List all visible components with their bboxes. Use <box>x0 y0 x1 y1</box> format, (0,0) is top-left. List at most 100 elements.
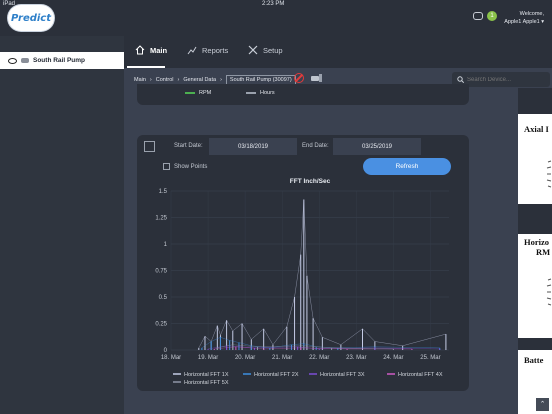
search-icon <box>457 76 464 83</box>
tab-setup[interactable]: Setup <box>248 45 283 55</box>
search-input[interactable] <box>467 76 547 83</box>
x-tick-label: 21. Mar <box>272 355 292 361</box>
predict-logo[interactable]: Predict <box>8 5 54 31</box>
legend-label: Horizontal FFT 1X <box>184 372 229 378</box>
tab-main-label: Main <box>150 45 168 55</box>
no-entry-icon[interactable] <box>294 73 304 83</box>
show-points-checkbox[interactable] <box>163 163 170 170</box>
series-horizontal-fft-1x <box>198 199 447 350</box>
notification-badge[interactable]: 1 <box>487 11 497 21</box>
x-tick-label: 18. Mar <box>161 355 181 361</box>
home-icon <box>135 45 145 55</box>
end-date-input[interactable]: 03/25/2019 <box>333 138 421 155</box>
scroll-to-top-button[interactable]: ⌃ <box>536 398 549 411</box>
rpm-hours-card: RPM Hours <box>137 84 469 105</box>
x-tick-label: 22. Mar <box>309 355 329 361</box>
x-tick-label: 23. Mar <box>346 355 366 361</box>
legend-label: Horizontal FFT 5X <box>184 380 229 386</box>
fft-chart-card: Start Date: 03/18/2019 End Date: 03/25/2… <box>137 135 469 391</box>
legend-rpm[interactable]: RPM <box>185 90 211 96</box>
eye-icon[interactable] <box>8 57 17 64</box>
series-horizontal-fft-3x <box>207 345 441 350</box>
legend-item[interactable]: Horizontal FFT 1X <box>173 372 229 378</box>
pump-device-icon[interactable] <box>310 73 323 83</box>
breadcrumb-separator: › <box>220 77 222 83</box>
x-tick-label: 24. Mar <box>383 355 403 361</box>
expand-icon[interactable] <box>144 141 155 152</box>
legend-item[interactable]: Horizontal FFT 2X <box>243 372 299 378</box>
series-horizontal-fft-5x <box>216 344 394 350</box>
breadcrumb-general-data[interactable]: General Data <box>183 77 217 83</box>
x-tick-label: 19. Mar <box>198 355 218 361</box>
legend-rpm-swatch <box>185 92 195 94</box>
legend-label: Horizontal FFT 4X <box>398 372 443 378</box>
tab-reports[interactable]: Reports <box>187 45 228 55</box>
legend-label: Horizontal FFT 2X <box>254 372 299 378</box>
breadcrumb-separator: › <box>149 77 152 83</box>
rpm-card-title: RM <box>536 247 551 257</box>
horizontal-card-title: Horizo <box>524 237 550 247</box>
chart-icon <box>187 46 197 55</box>
active-tab-indicator <box>127 66 165 68</box>
sidebar: South Rail Pump <box>0 36 124 414</box>
welcome-label: Welcome, <box>519 11 544 17</box>
breadcrumb-separator: › <box>177 77 180 83</box>
axial-card: Axial I <box>518 114 552 204</box>
pump-icon <box>21 58 29 63</box>
sidebar-item-label: South Rail Pump <box>33 57 85 64</box>
series-line <box>214 346 412 350</box>
show-points-label: Show Points <box>174 163 208 170</box>
breadcrumb-main[interactable]: Main <box>134 77 146 83</box>
logo-text: Predict <box>10 12 52 24</box>
end-date-label: End Date: <box>302 143 329 149</box>
horizontal-rpm-card: Horizo RM <box>518 234 552 338</box>
tab-main[interactable]: Main <box>135 45 167 55</box>
series-line <box>198 199 446 348</box>
legend-hours-swatch <box>246 92 256 94</box>
top-header: Predict 1 Welcome, Apple1 Apple1 ▾ <box>0 0 552 36</box>
y-tick-label: 0 <box>164 348 168 354</box>
sidebar-item-south-rail-pump[interactable]: South Rail Pump <box>0 52 124 69</box>
start-date-input[interactable]: 03/18/2019 <box>209 138 297 155</box>
tab-setup-label: Setup <box>263 45 283 55</box>
axial-card-title: Axial I <box>524 124 549 134</box>
x-tick-label: 25. Mar <box>420 355 440 361</box>
fft-chart: FFT Inch/Sec 0 0.25 0.5 0.75 1 1.25 1.5 18. Mar 1… <box>155 178 449 386</box>
refresh-button[interactable]: Refresh <box>363 158 451 175</box>
status-device: iPad <box>3 1 16 7</box>
y-tick-label: 1.5 <box>159 189 168 195</box>
axial-gauge <box>546 160 552 188</box>
user-name: Apple1 Apple1 ▾ <box>504 19 544 25</box>
rpm-gauge <box>546 278 552 306</box>
legend-rpm-label: RPM <box>199 90 212 96</box>
battery-card-title: Batte <box>524 355 544 365</box>
tools-icon <box>248 45 258 55</box>
x-tick-label: 20. Mar <box>235 355 255 361</box>
y-tick-label: 1.25 <box>155 216 167 222</box>
series-line <box>201 337 440 349</box>
legend-label: Horizontal FFT 3X <box>320 372 365 378</box>
y-tick-label: 0.25 <box>155 322 167 328</box>
search-box[interactable] <box>452 72 550 87</box>
status-bar: iPad 2:23 PM <box>0 0 552 10</box>
breadcrumb-control[interactable]: Control <box>155 77 174 83</box>
legend-hours-label: Hours <box>260 90 275 96</box>
chart-title: FFT Inch/Sec <box>290 178 331 185</box>
series-horizontal-fft-4x <box>213 346 413 350</box>
legend-hours[interactable]: Hours <box>246 90 275 96</box>
status-time: 2:23 PM <box>262 1 285 7</box>
legend-item[interactable]: Horizontal FFT 3X <box>309 372 365 378</box>
legend-item[interactable]: Horizontal FFT 4X <box>387 372 443 378</box>
selected-arrow-icon <box>117 52 124 68</box>
show-points-toggle[interactable]: Show Points <box>163 163 207 170</box>
chat-icon[interactable] <box>473 12 483 20</box>
y-tick-label: 0.5 <box>159 295 168 301</box>
y-tick-label: 1 <box>164 242 168 248</box>
right-panel: Axial I Horizo RM Batte <box>518 88 552 414</box>
legend-item[interactable]: Horizontal FFT 5X <box>173 380 229 386</box>
main-tabs: Main Reports Setup <box>124 36 552 68</box>
tab-reports-label: Reports <box>202 45 229 55</box>
start-date-label: Start Date: <box>174 143 203 149</box>
series-line <box>217 344 394 350</box>
user-menu[interactable]: Welcome, Apple1 Apple1 ▾ <box>504 10 544 26</box>
